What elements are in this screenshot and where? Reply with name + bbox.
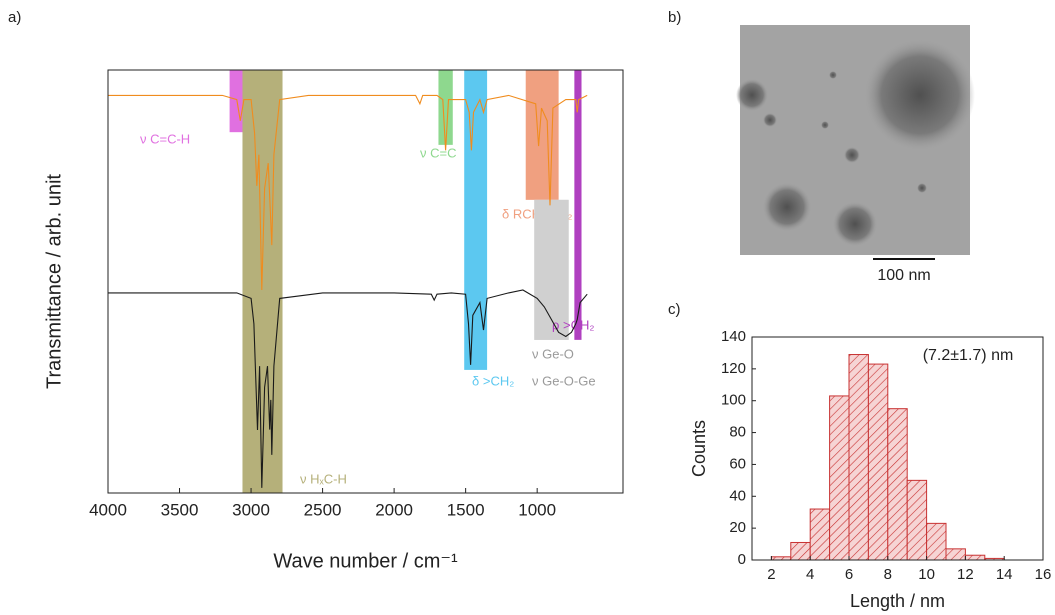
histogram-bar	[829, 395, 850, 561]
x-tick-label: 3000	[232, 500, 270, 519]
panel-label: c)	[668, 301, 681, 318]
x-tick-label: 12	[957, 566, 974, 583]
histogram-bar	[964, 554, 986, 561]
y-tick-label: 80	[729, 424, 746, 441]
y-tick-label: 60	[729, 455, 746, 472]
panel-label: b)	[668, 9, 681, 26]
x-tick-label: 14	[996, 566, 1013, 583]
x-tick-label: 2	[767, 566, 775, 583]
band	[574, 70, 582, 340]
y-tick-label: 140	[721, 328, 746, 345]
x-tick-label: 4	[806, 566, 814, 583]
y-tick-label: 120	[721, 360, 746, 377]
plot-frame	[107, 69, 624, 494]
band	[438, 70, 453, 145]
band-label: δ >CH₂	[472, 373, 514, 388]
band-label: ν C=C	[420, 145, 456, 160]
annotation: (7.2±1.7) nm	[923, 347, 1014, 364]
band	[525, 70, 559, 200]
scale-bar-label: 100 nm	[877, 267, 930, 284]
y-tick-label: 20	[729, 519, 746, 536]
histogram-bar	[809, 508, 831, 561]
spectrum-line	[108, 94, 588, 291]
x-tick-label: 4000	[89, 500, 127, 519]
x-tick-label: 3500	[161, 500, 199, 519]
x-tick-label: 10	[918, 566, 935, 583]
histogram-bar	[867, 363, 889, 561]
histogram-bar	[906, 479, 928, 561]
histogram-bar	[848, 354, 869, 561]
histogram-bar	[945, 548, 966, 561]
x-tick-label: 8	[884, 566, 892, 583]
x-tick-label: 2000	[375, 500, 413, 519]
x-tick-label: 6	[845, 566, 853, 583]
band-label: ν Ge-O	[532, 346, 574, 361]
x-tick-label: 16	[1035, 566, 1052, 583]
histogram-bar	[790, 541, 811, 561]
histogram-bar	[926, 522, 947, 561]
y-tick-label: 0	[738, 551, 746, 568]
x-axis-label: Wave number / cm⁻¹	[273, 550, 458, 572]
spectrum-line	[108, 289, 588, 488]
y-tick-label: 100	[721, 392, 746, 409]
y-tick-label: 40	[729, 487, 746, 504]
band-label: ρ >CH₂	[552, 317, 594, 332]
tem-image	[736, 25, 975, 255]
band	[534, 199, 569, 340]
histogram-bar	[887, 408, 908, 561]
plot-frame	[751, 336, 1044, 561]
band-label: ν C=C-H	[140, 131, 190, 146]
x-tick-label: 1500	[447, 500, 485, 519]
band	[464, 70, 488, 370]
band-label: ν HₓC-H	[300, 471, 347, 486]
y-axis-label: Counts	[689, 420, 709, 477]
x-tick-label: 2500	[304, 500, 342, 519]
band-label: ν Ge-O-Ge	[532, 373, 596, 388]
x-axis-label: Length / nm	[850, 591, 945, 611]
x-tick-label: 1000	[518, 500, 556, 519]
panel-label: a)	[8, 9, 21, 26]
y-axis-label: Transmittance / arb. unit	[43, 174, 65, 389]
